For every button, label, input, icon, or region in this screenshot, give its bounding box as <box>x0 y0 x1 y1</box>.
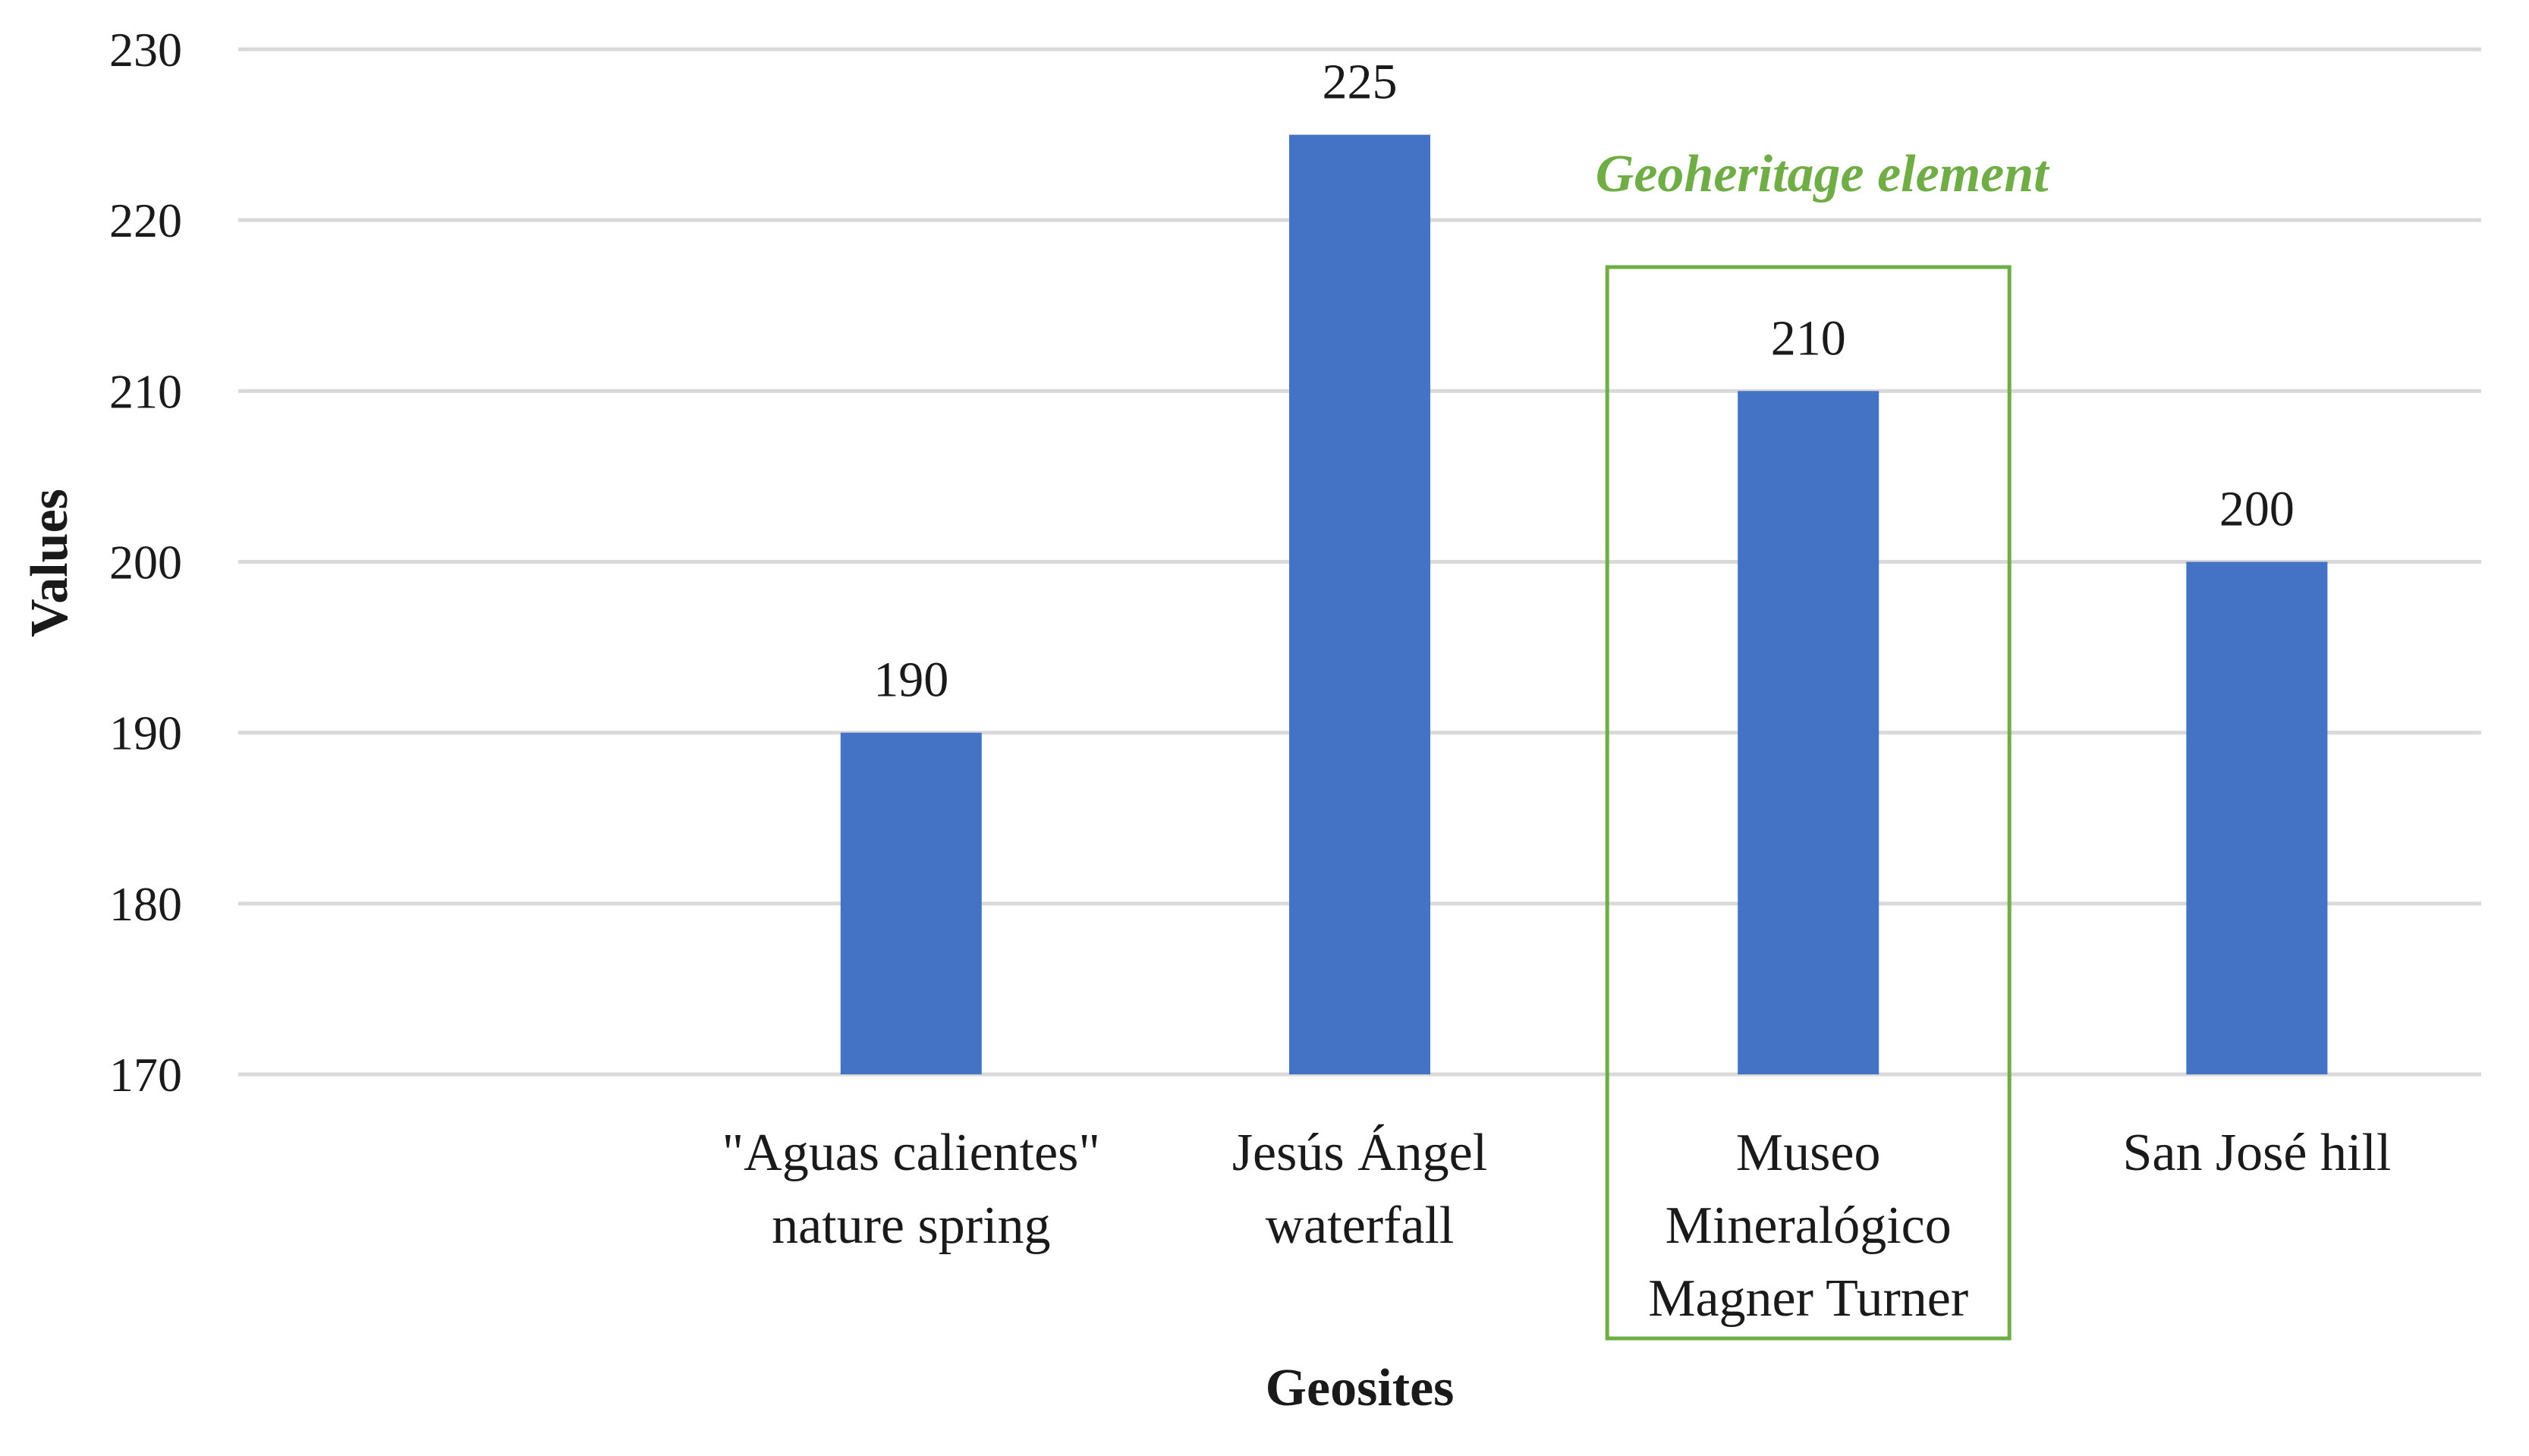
annotation: Geoheritage element <box>1596 145 2050 1341</box>
bars <box>840 134 2328 1074</box>
y-tick-label: 200 <box>109 536 182 590</box>
y-tick-label: 230 <box>109 23 182 77</box>
y-tick-label: 210 <box>109 364 182 418</box>
data-label: 225 <box>1323 55 1398 110</box>
bar <box>840 732 982 1074</box>
bar <box>1738 391 1879 1074</box>
y-axis-ticks: 170 180 190 200 210 220 230 <box>109 23 182 1102</box>
x-tick-label: Museo <box>1736 1124 1881 1182</box>
x-tick-label: waterfall <box>1266 1197 1455 1255</box>
bar <box>1289 134 1430 1074</box>
x-tick-label: Magner Turner <box>1648 1269 1968 1328</box>
y-tick-label: 220 <box>109 193 182 247</box>
data-labels: 190 225 210 200 <box>873 55 2295 708</box>
geoheritage-annotation: Geoheritage element <box>1596 145 2050 203</box>
x-tick-label: San José hill <box>2122 1124 2391 1182</box>
y-axis-title: Values <box>20 489 79 637</box>
data-label: 200 <box>2219 482 2295 537</box>
x-tick-label: Mineralógico <box>1666 1197 1952 1255</box>
x-tick-label: "Aguas calientes" <box>722 1124 1100 1182</box>
x-axis-ticks: "Aguas calientes" nature spring Jesús Ánge… <box>722 1124 2392 1328</box>
geoheritage-highlight-box <box>1605 265 2012 1341</box>
data-label: 210 <box>1771 310 1846 366</box>
x-tick-label: Jesús Ángel <box>1232 1124 1487 1182</box>
data-label: 190 <box>873 653 948 708</box>
bar <box>2186 561 2328 1074</box>
y-tick-label: 170 <box>109 1048 182 1102</box>
x-tick-label: nature spring <box>772 1197 1050 1255</box>
y-tick-label: 180 <box>109 877 182 931</box>
y-tick-label: 190 <box>109 706 182 760</box>
x-axis-title: Geosites <box>1266 1359 1455 1417</box>
